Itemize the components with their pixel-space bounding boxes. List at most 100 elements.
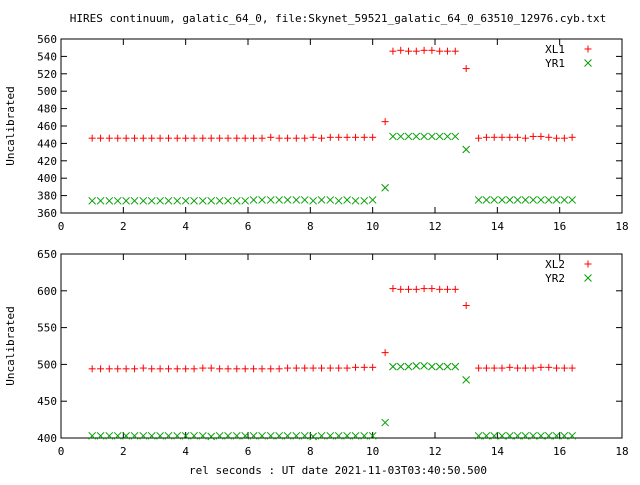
- y-tick-label: 500: [37, 358, 57, 371]
- data-point: [343, 196, 351, 204]
- data-point: [360, 431, 369, 440]
- data-point: [482, 196, 491, 204]
- data-point: [368, 196, 377, 204]
- data-point: [405, 47, 413, 55]
- data-point: [292, 431, 301, 440]
- legend-label-XL1: XL1: [545, 43, 565, 56]
- data-point: [505, 431, 514, 440]
- series-YR2: [88, 362, 576, 441]
- data-point: [275, 196, 284, 204]
- data-point: [343, 431, 351, 440]
- data-point: [198, 431, 207, 440]
- data-point: [490, 196, 499, 204]
- y-tick-label: 460: [37, 120, 57, 133]
- data-point: [241, 134, 249, 142]
- data-point-d2: [560, 196, 569, 204]
- data-point: [267, 133, 275, 141]
- data-point: [88, 134, 96, 142]
- data-point: [368, 431, 377, 440]
- data-point: [156, 431, 164, 440]
- data-point: [412, 47, 420, 55]
- data-point: [190, 365, 198, 373]
- y-tick-label: 440: [37, 137, 57, 150]
- data-point: [190, 431, 198, 440]
- data-point: [568, 196, 576, 204]
- chart-panel-2: 0 2 4 6 8 10 12 14 16 18 400 450 500 550 600 650 Uncalib…: [4, 248, 629, 458]
- data-point: [97, 134, 105, 142]
- data-point: [428, 362, 436, 371]
- data-point: [412, 362, 421, 370]
- data-point-d2: [443, 132, 452, 141]
- data-point-d2: [156, 431, 164, 440]
- data-point: [199, 134, 207, 142]
- y-tick-label: 600: [37, 285, 57, 298]
- data-point-d2: [420, 132, 428, 141]
- data-point-d2: [292, 431, 301, 440]
- data-point-d2: [249, 431, 258, 440]
- data-point-d2: [249, 196, 258, 204]
- data-point-d2: [198, 196, 207, 205]
- data-point: [96, 196, 105, 205]
- data-point: [475, 134, 483, 142]
- data-point: [552, 196, 561, 204]
- data-point-d2: [207, 196, 216, 205]
- data-point-d2: [326, 196, 335, 204]
- data-point: [412, 285, 420, 293]
- y-tick-label: 520: [37, 68, 57, 81]
- data-point: [215, 431, 224, 440]
- y-tick-label: 380: [37, 190, 57, 203]
- data-point-d2: [266, 196, 275, 204]
- data-point: [482, 364, 490, 372]
- data-point: [284, 134, 292, 142]
- data-point: [258, 365, 266, 373]
- y-tick-label: 450: [37, 395, 57, 408]
- data-point: [451, 362, 460, 371]
- data-point: [490, 431, 499, 440]
- data-point-d2: [164, 431, 173, 440]
- data-point: [334, 196, 343, 205]
- data-point: [343, 364, 351, 372]
- data-point: [105, 431, 114, 440]
- data-point-d2: [317, 196, 326, 204]
- data-point: [292, 196, 301, 204]
- data-point-d2: [139, 196, 148, 205]
- data-point: [232, 196, 241, 205]
- data-point: [428, 132, 436, 141]
- data-point-d2: [552, 431, 561, 440]
- data-point: [190, 196, 198, 205]
- data-point-d2: [537, 196, 545, 204]
- data-point: [351, 431, 360, 440]
- data-point-d2: [568, 431, 576, 440]
- data-point: [326, 133, 334, 141]
- data-point: [560, 364, 568, 372]
- data-point-d2: [368, 431, 377, 440]
- data-point-d2: [88, 196, 97, 205]
- data-point-d2: [130, 431, 139, 440]
- y-axis-label: Uncalibrated: [4, 306, 17, 385]
- data-point: [105, 196, 114, 205]
- data-point: [529, 431, 538, 440]
- data-point: [105, 365, 113, 373]
- data-point: [513, 196, 522, 204]
- data-point-d2: [300, 431, 309, 440]
- data-point: [389, 362, 397, 371]
- data-point-d2: [389, 132, 397, 141]
- data-point: [397, 46, 405, 54]
- data-point: [250, 134, 258, 142]
- data-point: [156, 365, 164, 373]
- data-point: [165, 134, 173, 142]
- data-point-d2: [343, 196, 351, 204]
- data-point: [241, 431, 250, 440]
- data-point: [360, 133, 368, 141]
- data-point: [250, 365, 258, 373]
- data-point-d2: [113, 431, 122, 440]
- data-point: [552, 431, 561, 440]
- data-point: [474, 431, 483, 440]
- data-point-d2: [105, 431, 114, 440]
- data-point: [537, 132, 545, 140]
- data-point-d2: [173, 431, 182, 440]
- data-point-d2: [232, 196, 241, 205]
- data-point-d2: [451, 132, 460, 141]
- y-axis-label: Uncalibrated: [4, 86, 17, 165]
